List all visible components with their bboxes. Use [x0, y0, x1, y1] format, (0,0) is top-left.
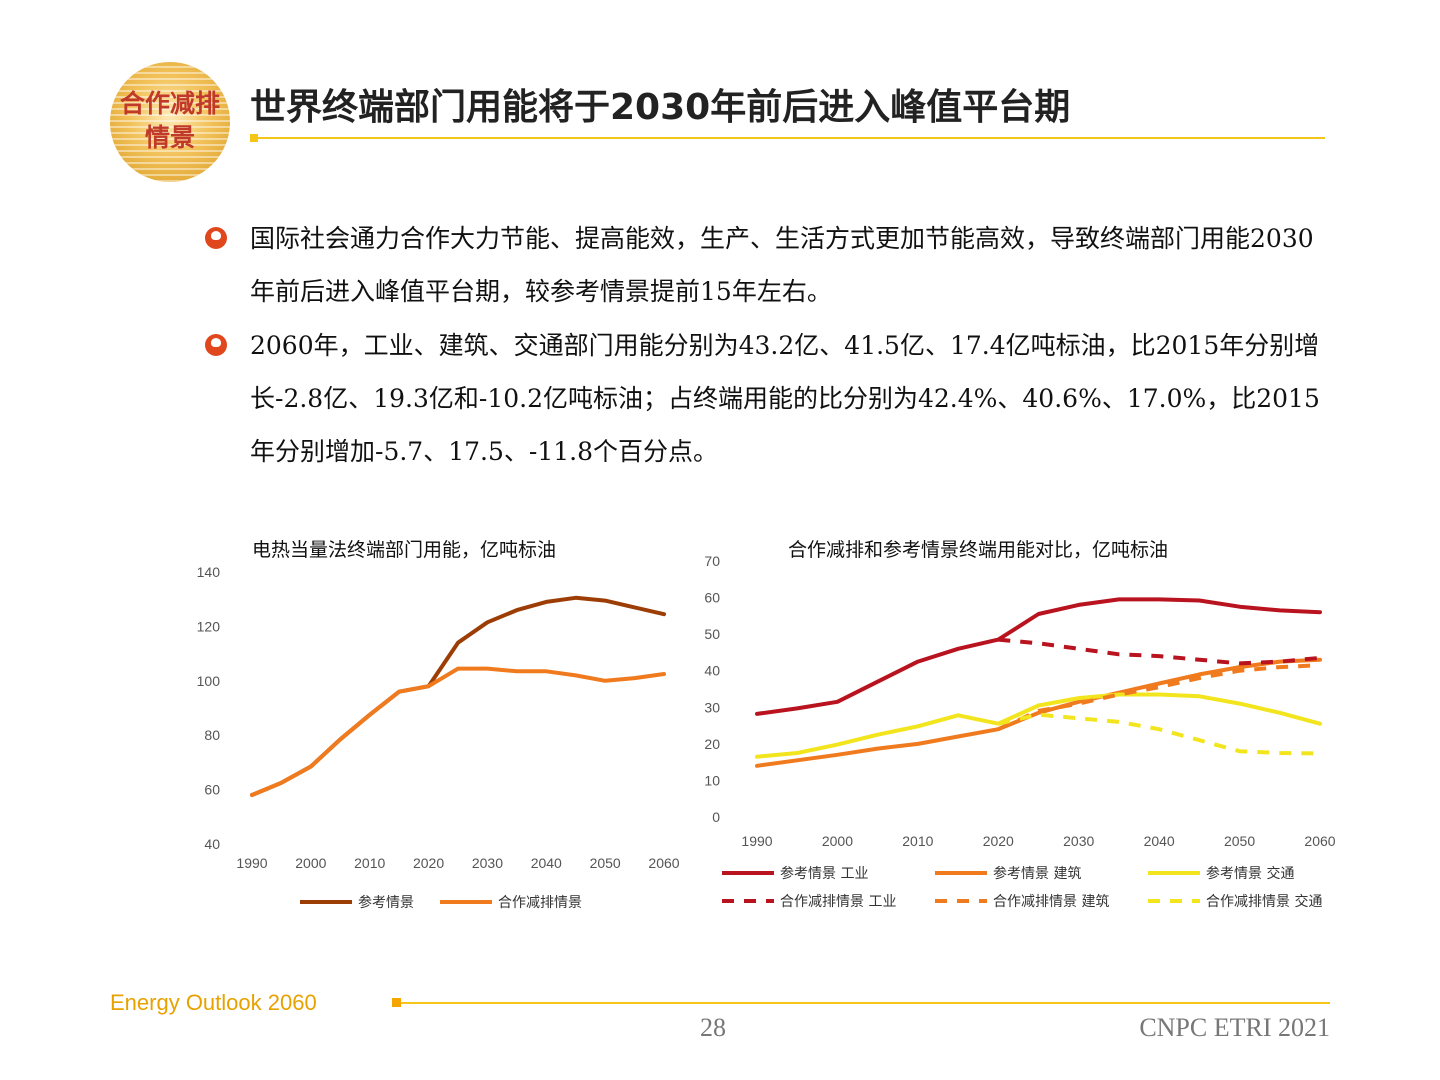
x-tick-label: 2060 [648, 855, 679, 871]
y-tick-label: 10 [704, 772, 720, 788]
legend-label-1: 参考情景 [358, 894, 414, 911]
y-tick-label: 60 [204, 782, 220, 798]
x-tick-label: 1990 [236, 855, 267, 871]
logo-text-line1: 合作减排 [119, 89, 220, 118]
y-tick-label: 70 [704, 553, 720, 569]
chart-1-title: 电热当量法终端部门用能，亿吨标油 [252, 539, 557, 561]
bullet-paragraph-1: 国际社会通力合作大力节能、提高能效，生产、生活方式更加节能高效，导致终端部门用能… [250, 224, 1314, 306]
x-tick-label: 2000 [822, 833, 853, 849]
x-tick-label: 2030 [1063, 833, 1094, 849]
page-number: 28 [700, 1013, 726, 1042]
y-tick-label: 20 [704, 736, 720, 752]
y-tick-label: 40 [204, 836, 220, 852]
x-tick-label: 2010 [354, 855, 385, 871]
title-divider [250, 137, 1325, 139]
y-tick-label: 50 [704, 626, 720, 642]
x-tick-label: 2050 [590, 855, 621, 871]
footer-publisher: CNPC ETRI 2021 [1139, 1013, 1330, 1042]
page-title: 世界终端部门用能将于2030年前后进入峰值平台期 [250, 87, 1071, 128]
footer-divider-dot [392, 998, 401, 1007]
legend-label-1: 参考情景 工业 [780, 865, 868, 882]
series-line-2 [755, 657, 1322, 768]
y-tick-label: 60 [704, 590, 720, 606]
x-tick-label: 2040 [531, 855, 562, 871]
x-tick-label: 2020 [413, 855, 444, 871]
logo-stripes [110, 62, 230, 182]
footer-divider [392, 1002, 1330, 1004]
x-tick-label: 2010 [902, 833, 933, 849]
bullet-icon [205, 334, 227, 356]
series-line-1 [755, 597, 1322, 716]
legend-label-4: 合作减排情景 工业 [780, 894, 896, 910]
series-line-2 [250, 666, 666, 797]
x-tick-label: 1990 [741, 833, 772, 849]
series-line-6 [997, 712, 1321, 756]
y-tick-label: 80 [204, 727, 220, 743]
x-tick-label: 2030 [472, 855, 503, 871]
x-tick-label: 2060 [1304, 833, 1335, 849]
y-tick-label: 40 [704, 663, 720, 679]
y-tick-label: 120 [197, 618, 221, 634]
series-line-5 [997, 663, 1321, 732]
y-tick-label: 30 [704, 699, 720, 715]
y-tick-label: 140 [197, 564, 221, 580]
legend-label-2: 参考情景 建筑 [993, 865, 1081, 882]
legend-label-2: 合作减排情景 [498, 895, 582, 911]
legend-label-6: 合作减排情景 交通 [1206, 893, 1322, 910]
x-tick-label: 2040 [1144, 833, 1175, 849]
x-tick-label: 2050 [1224, 833, 1255, 849]
bullet-icon [205, 227, 227, 249]
legend-label-3: 参考情景 交通 [1206, 865, 1294, 882]
footer-brand: Energy Outlook 2060 [110, 990, 317, 1015]
title-divider-dot [250, 134, 258, 142]
bullet-paragraph-2: 2060年，工业、建筑、交通部门用能分别为43.2亿、41.5亿、17.4亿吨标… [250, 331, 1320, 466]
chart-2-title: 合作减排和参考情景终端用能对比，亿吨标油 [788, 539, 1169, 561]
logo-emblem: 合作减排 情景 [110, 62, 230, 182]
legend-label-5: 合作减排情景 建筑 [993, 894, 1109, 910]
y-tick-label: 100 [197, 673, 221, 689]
series-line-4 [998, 637, 1321, 666]
chart-1-svg: 40 60 80 100 120 140 1990 2000 2010 2020 2030 2040 2… [197, 564, 680, 911]
logo-text-line2: 情景 [144, 123, 195, 152]
x-tick-label: 2020 [983, 833, 1014, 849]
y-tick-label: 0 [712, 809, 720, 825]
series-line-3 [755, 692, 1322, 759]
x-tick-label: 2000 [295, 855, 326, 871]
